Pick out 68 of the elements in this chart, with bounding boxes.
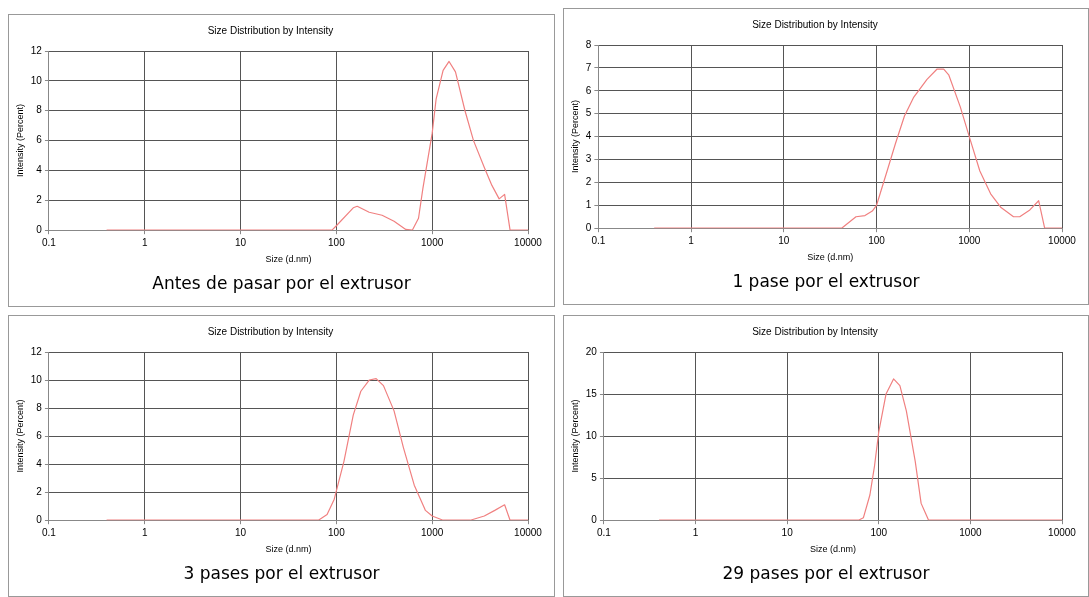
x-tick-label: 1000 bbox=[958, 234, 981, 246]
y-tick-label: 3 bbox=[585, 153, 592, 165]
y-tick-label: 0 bbox=[36, 223, 43, 235]
chart-title: Size Distribution by Intensity bbox=[207, 24, 334, 36]
y-axis-title: Intensity (Percent) bbox=[14, 104, 25, 178]
x-axis-title: Size (d.nm) bbox=[807, 252, 854, 263]
x-tick-label: 10000 bbox=[1048, 234, 1077, 246]
y-tick-label: 4 bbox=[585, 130, 592, 142]
y-tick-label: 0 bbox=[585, 221, 592, 233]
x-tick-label: 1000 bbox=[421, 526, 444, 538]
y-tick-label: 8 bbox=[36, 401, 43, 413]
x-tick-label: 10 bbox=[234, 236, 247, 248]
y-tick-label: 2 bbox=[36, 194, 43, 206]
x-tick-label: 0.1 bbox=[596, 526, 612, 538]
text: 29 pases por el extrusor bbox=[721, 563, 931, 583]
x-tick-label: 10 bbox=[778, 234, 790, 246]
chart-title: Size Distribution by Intensity bbox=[752, 18, 878, 30]
y-tick-label: 2 bbox=[585, 176, 592, 188]
y-tick-label: 5 bbox=[591, 471, 598, 483]
y-tick-label: 4 bbox=[36, 457, 43, 469]
y-axis-title: Intensity (Percent) bbox=[14, 399, 25, 473]
x-axis-title: Size (d.nm) bbox=[265, 254, 312, 265]
x-tick-label: 1 bbox=[141, 526, 148, 538]
y-tick-label: 2 bbox=[36, 485, 43, 497]
y-tick-label: 6 bbox=[36, 429, 43, 441]
y-tick-label: 10 bbox=[30, 373, 43, 385]
x-tick-label: 100 bbox=[328, 236, 346, 248]
x-tick-label: 1000 bbox=[959, 526, 982, 538]
y-tick-label: 1 bbox=[585, 199, 592, 211]
chart-title: Size Distribution by Intensity bbox=[207, 325, 334, 337]
y-tick-label: 10 bbox=[30, 74, 43, 86]
x-tick-label: 100 bbox=[328, 526, 346, 538]
y-tick-label: 8 bbox=[36, 104, 43, 116]
y-tick-label: 4 bbox=[36, 164, 43, 176]
x-tick-label: 10000 bbox=[1048, 526, 1077, 538]
x-tick-label: 100 bbox=[868, 234, 886, 246]
y-tick-label: 12 bbox=[30, 44, 43, 56]
x-tick-label: 1 bbox=[688, 234, 695, 246]
x-tick-label: 10000 bbox=[514, 526, 543, 538]
chart-title: Size Distribution by Intensity bbox=[752, 325, 878, 337]
x-tick-label: 10 bbox=[234, 526, 247, 538]
x-axis-title: Size (d.nm) bbox=[265, 544, 312, 555]
x-axis-title: Size (d.nm) bbox=[809, 544, 856, 555]
x-tick-label: 100 bbox=[870, 526, 888, 538]
x-tick-label: 0.1 bbox=[591, 234, 606, 246]
y-tick-label: 6 bbox=[585, 84, 592, 96]
x-tick-label: 0.1 bbox=[41, 236, 57, 248]
x-tick-label: 10 bbox=[781, 526, 794, 538]
y-tick-label: 10 bbox=[585, 429, 598, 441]
y-tick-label: 0 bbox=[591, 513, 598, 525]
x-tick-label: 1 bbox=[692, 526, 699, 538]
y-tick-label: 0 bbox=[36, 513, 43, 525]
y-tick-label: 8 bbox=[585, 38, 592, 50]
text: Antes de pasar por el extrusor bbox=[151, 273, 412, 293]
text: 1 pase por el extrusor bbox=[731, 271, 921, 291]
y-tick-label: 12 bbox=[30, 345, 43, 357]
y-tick-label: 15 bbox=[585, 387, 598, 399]
y-tick-label: 5 bbox=[585, 107, 592, 119]
y-axis-title: Intensity (Percent) bbox=[569, 399, 580, 473]
text: 3 pases por el extrusor bbox=[182, 563, 381, 583]
x-tick-label: 0.1 bbox=[41, 526, 57, 538]
x-tick-label: 10000 bbox=[514, 236, 543, 248]
y-tick-label: 7 bbox=[585, 61, 592, 73]
x-tick-label: 1000 bbox=[421, 236, 444, 248]
y-axis-title: Intensity (Percent) bbox=[569, 100, 580, 174]
x-tick-label: 1 bbox=[141, 236, 148, 248]
y-tick-label: 20 bbox=[585, 345, 598, 357]
y-tick-label: 6 bbox=[36, 134, 43, 146]
